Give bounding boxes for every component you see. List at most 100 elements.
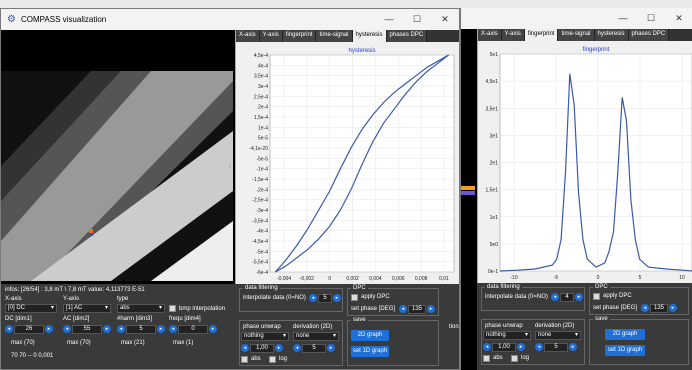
ac-increment-button[interactable]: ▸ [103,325,111,333]
y-tick-label: 0e-1 [488,269,498,275]
tab-phases-dpc[interactable]: phases DPC [628,29,670,41]
y-tick-label: 5e-5 [258,136,268,142]
derivation-select[interactable]: none [293,332,339,341]
interp-decrement-button[interactable]: ◂ [551,293,559,301]
y-tick-label: 2,5e-4 [254,94,268,100]
apply-dpc-checkbox[interactable] [593,293,600,300]
close-button-2[interactable]: ✕ [675,13,683,23]
frequ-input[interactable]: 0 [178,325,208,334]
set-1d-graph-button[interactable]: set 1D graph [351,346,389,357]
phase-increment-button[interactable]: ▸ [427,305,435,313]
y-axis-select[interactable]: [1] AC [63,304,111,313]
navigation-panel: infos: [26/54] : 3,8 mT \ 7,8 mT value: … [1,284,235,369]
minimize-button-2[interactable]: — [618,13,628,23]
x-axis-select[interactable]: [0] DC [5,304,57,313]
type-select[interactable]: abs [117,304,165,313]
series-line-1 [275,54,449,273]
x-tick-label: 0,006 [392,276,405,282]
ac-max-label: max (70) [67,340,91,346]
close-button[interactable]: ✕ [441,14,449,24]
ac-decrement-button[interactable]: ◂ [63,325,71,333]
bmp-interpolation-checkbox[interactable] [169,305,176,312]
harm-input[interactable]: 5 [126,325,156,334]
harm-increment-button[interactable]: ▸ [157,325,165,333]
phase-increment-button[interactable]: ▸ [669,304,677,312]
y-tick-label: 4,5e-4 [254,53,268,59]
set-phase-input[interactable]: 135 [650,304,668,313]
dc-input[interactable]: 26 [14,325,44,334]
tab-phases-dpc[interactable]: phases DPC [386,30,428,42]
2d-graph-button[interactable]: 2D graph [351,330,389,341]
interp-increment-button[interactable]: ▸ [333,294,341,302]
scale-input[interactable]: 1,00 [492,343,516,352]
compass-main-window: ⚙ COMPASS visualization — ☐ ✕ ⁞ X-axis Y… [0,8,460,370]
tab-y-axis[interactable]: Y-axis [501,29,525,41]
set-1d-graph-button[interactable]: set 1D graph [605,345,645,356]
harm-max-label: max (21) [121,340,145,346]
title-bar-2[interactable]: — ☐ ✕ [461,8,692,29]
deriv-increment-button[interactable]: ▸ [569,343,577,351]
interpolate-label: interpolate data (0=NO) [485,294,548,300]
interp-decrement-button[interactable]: ◂ [309,294,317,302]
ac-input[interactable]: 55 [72,325,102,334]
splitter-handle[interactable]: ⁞ [229,164,231,170]
abs-checkbox[interactable] [483,355,490,362]
tab-time-signal[interactable]: time-signal [316,30,353,42]
phase-decrement-button[interactable]: ◂ [641,304,649,312]
tab-fingerprint[interactable]: fingerprint [524,29,559,41]
2d-graph-button[interactable]: 2D graph [605,329,645,340]
log-checkbox[interactable] [269,356,276,363]
scale-increment-button[interactable]: ▸ [517,343,525,351]
y-tick-label: -1,5e-4 [252,177,268,183]
tab-hysteresis[interactable]: hysteresis [594,29,629,41]
series-line-0 [274,54,449,273]
title-bar[interactable]: ⚙ COMPASS visualization — ☐ ✕ [1,9,459,30]
maximize-button[interactable]: ☐ [412,14,422,24]
abs-checkbox[interactable] [241,356,248,363]
frequ-increment-button[interactable]: ▸ [209,325,217,333]
chart-title: hysteresis [348,48,375,54]
scale-decrement-button[interactable]: ◂ [241,344,249,352]
tab-fingerprint[interactable]: fingerprint [282,30,317,42]
y-tick-label: 3,5e1 [485,106,498,112]
scale-increment-button[interactable]: ▸ [275,344,283,352]
dc-decrement-button[interactable]: ◂ [5,325,13,333]
deriv-decrement-button[interactable]: ◂ [535,343,543,351]
y-tick-label: -2,5e-4 [252,198,268,204]
phase-decrement-button[interactable]: ◂ [399,305,407,313]
interp-increment-button[interactable]: ▸ [575,293,583,301]
deriv-increment-button[interactable]: ▸ [327,344,335,352]
phase-unwrap-label: phase unwrap [243,324,281,330]
interp-input[interactable]: 5 [318,294,332,303]
log-checkbox[interactable] [511,355,518,362]
window-title: COMPASS visualization [21,15,107,24]
deriv-input[interactable]: 5 [302,344,326,353]
splitter-marker[interactable] [461,186,475,190]
harm-decrement-button[interactable]: ◂ [117,325,125,333]
cursor-marker [89,229,93,233]
fingerprint-chart[interactable]: fingerprint 5e1 4,5e1 3,5e1 3e1 2e1 1,5e1 1e1 5e… [478,41,692,283]
tab-x-axis[interactable]: X-axis [236,30,260,42]
phase-unwrap-select[interactable]: nothing [483,331,531,340]
tab-hysteresis[interactable]: hysteresis [352,30,387,42]
apply-dpc-checkbox[interactable] [351,294,358,301]
tab-x-axis[interactable]: X-axis [478,29,502,41]
dc-increment-button[interactable]: ▸ [45,325,53,333]
phase-unwrap-label: phase unwrap [485,323,523,329]
deriv-input[interactable]: 5 [544,343,568,352]
set-phase-input[interactable]: 135 [408,305,426,314]
interp-input[interactable]: 4 [560,293,574,302]
derivation-select[interactable]: none [535,331,581,340]
deriv-decrement-button[interactable]: ◂ [293,344,301,352]
phase-unwrap-select[interactable]: nothing [241,332,289,341]
minimize-button[interactable]: — [384,14,394,24]
hysteresis-chart[interactable]: hysteresis 4,5e-4 4e-4 3,5e-4 3e-4 2,5e-4 2e-4… [236,42,460,284]
maximize-button-2[interactable]: ☐ [646,13,656,23]
scale-decrement-button[interactable]: ◂ [483,343,491,351]
scale-input[interactable]: 1,00 [250,344,274,353]
splitter-marker-2[interactable] [461,191,475,195]
heatmap-image[interactable] [1,71,233,281]
tab-time-signal[interactable]: time-signal [558,29,595,41]
tab-y-axis[interactable]: Y-axis [259,30,283,42]
frequ-decrement-button[interactable]: ◂ [169,325,177,333]
